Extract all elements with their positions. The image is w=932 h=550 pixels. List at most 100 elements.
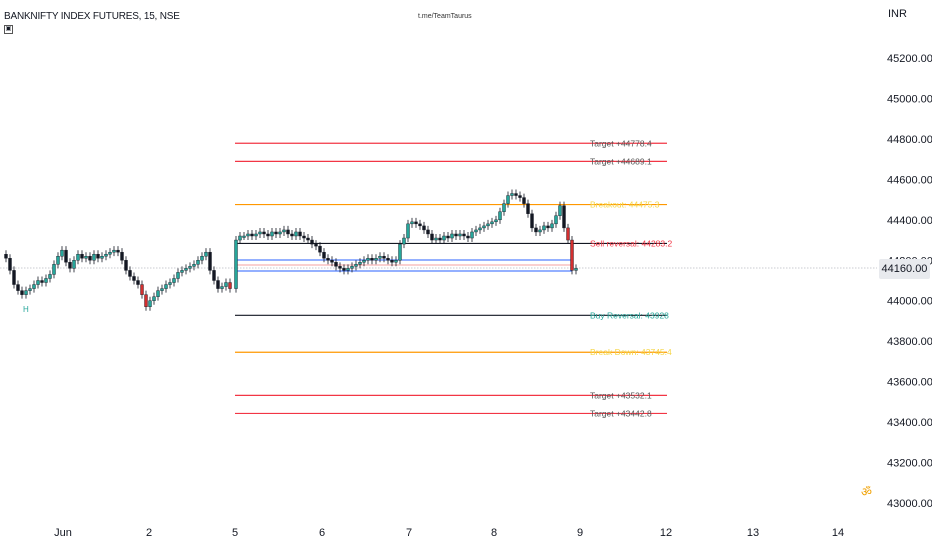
candle-body[interactable] xyxy=(8,258,12,271)
candle-body[interactable] xyxy=(88,256,92,261)
candle-body[interactable] xyxy=(386,258,390,261)
candle-body[interactable] xyxy=(212,270,216,281)
candle-body[interactable] xyxy=(250,233,254,237)
candle-body[interactable] xyxy=(96,254,100,259)
candle-body[interactable] xyxy=(546,225,550,229)
candle-body[interactable] xyxy=(246,233,250,237)
candle-body[interactable] xyxy=(370,258,374,261)
candle-body[interactable] xyxy=(330,260,334,263)
candle-body[interactable] xyxy=(20,290,24,295)
candle-body[interactable] xyxy=(180,270,184,273)
candle-body[interactable] xyxy=(570,239,574,271)
candle-body[interactable] xyxy=(204,251,208,257)
candle-body[interactable] xyxy=(220,286,224,289)
candle-body[interactable] xyxy=(116,249,120,253)
candle-body[interactable] xyxy=(450,233,454,239)
candle-body[interactable] xyxy=(28,288,32,291)
candle-body[interactable] xyxy=(208,251,212,271)
candle-body[interactable] xyxy=(140,284,144,295)
candle-body[interactable] xyxy=(466,235,470,239)
candle-body[interactable] xyxy=(160,288,164,291)
candle-body[interactable] xyxy=(418,223,422,227)
candle-body[interactable] xyxy=(100,256,104,259)
candle-body[interactable] xyxy=(442,235,446,241)
candle-body[interactable] xyxy=(228,282,232,289)
candle-body[interactable] xyxy=(68,262,72,269)
candle-body[interactable] xyxy=(52,264,56,275)
candle-body[interactable] xyxy=(414,221,418,225)
candle-body[interactable] xyxy=(32,284,36,289)
candle-body[interactable] xyxy=(462,233,466,237)
candle-body[interactable] xyxy=(542,225,546,231)
candle-body[interactable] xyxy=(72,260,76,269)
candle-body[interactable] xyxy=(382,256,386,259)
candle-body[interactable] xyxy=(172,278,176,283)
candle-body[interactable] xyxy=(406,223,410,239)
candle-body[interactable] xyxy=(286,229,290,235)
candle-body[interactable] xyxy=(566,227,570,241)
candle-body[interactable] xyxy=(274,231,278,235)
candle-body[interactable] xyxy=(64,249,68,263)
candle-body[interactable] xyxy=(306,237,310,241)
candle-body[interactable] xyxy=(124,260,128,271)
candle-body[interactable] xyxy=(502,203,506,212)
candle-body[interactable] xyxy=(490,221,494,225)
candle-body[interactable] xyxy=(238,235,242,241)
candle-body[interactable] xyxy=(362,260,366,263)
candle-body[interactable] xyxy=(514,193,518,196)
candle-body[interactable] xyxy=(168,282,172,285)
candle-body[interactable] xyxy=(294,231,298,237)
candle-body[interactable] xyxy=(358,262,362,265)
candle-body[interactable] xyxy=(144,294,148,307)
candle-body[interactable] xyxy=(518,195,522,198)
candle-body[interactable] xyxy=(290,233,294,237)
candle-body[interactable] xyxy=(298,231,302,237)
candle-body[interactable] xyxy=(322,251,326,259)
candle-body[interactable] xyxy=(132,276,136,281)
candle-body[interactable] xyxy=(326,258,330,261)
candle-body[interactable] xyxy=(56,256,60,265)
candle-body[interactable] xyxy=(558,205,562,216)
candle-body[interactable] xyxy=(302,235,306,239)
candle-body[interactable] xyxy=(422,225,426,231)
candle-body[interactable] xyxy=(4,254,8,259)
candle-body[interactable] xyxy=(148,300,152,307)
candle-body[interactable] xyxy=(24,290,28,295)
candle-body[interactable] xyxy=(44,278,48,283)
candle-body[interactable] xyxy=(164,284,168,289)
candle-body[interactable] xyxy=(254,233,258,237)
candle-body[interactable] xyxy=(430,233,434,241)
candle-body[interactable] xyxy=(550,223,554,229)
candle-body[interactable] xyxy=(184,268,188,271)
candle-body[interactable] xyxy=(338,266,342,269)
candle-body[interactable] xyxy=(216,280,220,289)
candle-body[interactable] xyxy=(434,237,438,241)
candle-body[interactable] xyxy=(334,262,338,267)
candle-body[interactable] xyxy=(474,229,478,233)
candle-body[interactable] xyxy=(538,229,542,233)
candle-body[interactable] xyxy=(510,193,514,196)
candle-body[interactable] xyxy=(120,251,124,261)
candle-body[interactable] xyxy=(60,249,64,257)
candle-body[interactable] xyxy=(438,237,442,241)
candle-body[interactable] xyxy=(374,258,378,261)
candle-body[interactable] xyxy=(314,243,318,247)
candle-body[interactable] xyxy=(494,219,498,223)
candle-body[interactable] xyxy=(92,254,96,261)
candle-body[interactable] xyxy=(554,215,558,225)
candle-body[interactable] xyxy=(128,270,132,277)
candle-body[interactable] xyxy=(266,233,270,237)
candle-body[interactable] xyxy=(48,274,52,279)
candle-body[interactable] xyxy=(84,256,88,259)
candle-body[interactable] xyxy=(530,213,534,229)
candle-body[interactable] xyxy=(346,268,350,271)
candle-body[interactable] xyxy=(242,235,246,238)
candle-body[interactable] xyxy=(136,280,140,285)
candle-body[interactable] xyxy=(378,256,382,259)
candle-body[interactable] xyxy=(402,237,406,245)
candle-body[interactable] xyxy=(454,233,458,237)
candle-body[interactable] xyxy=(80,254,84,259)
candle-body[interactable] xyxy=(36,280,40,285)
candle-body[interactable] xyxy=(574,268,578,271)
